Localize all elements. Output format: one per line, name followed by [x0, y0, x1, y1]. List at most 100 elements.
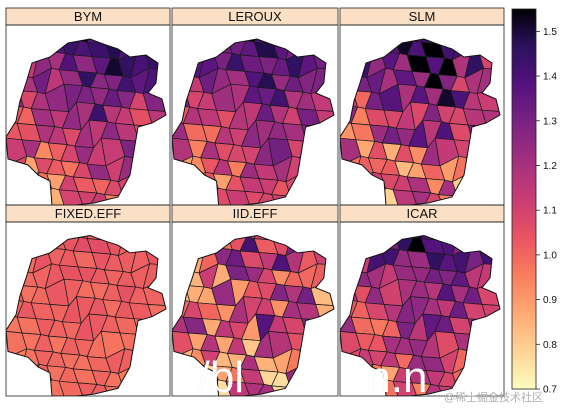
map-region: [188, 222, 207, 232]
map-region: [34, 222, 53, 234]
map-region: [479, 235, 500, 236]
map-region: [120, 25, 139, 36]
map-region: [132, 25, 151, 37]
panel-title-iid-eff: IID.EFF: [233, 206, 278, 221]
map-region: [478, 173, 500, 191]
map-region: [340, 194, 360, 205]
colorbar-tick-label: 1.0: [543, 250, 557, 261]
map-regions: [172, 39, 334, 205]
map-region: [19, 39, 40, 61]
colorbar-ticks: 0.7 0.8 0.9 1.0 1.1 1.2 1.3 1.4 1.5: [536, 27, 557, 396]
map-region: [172, 269, 192, 286]
map-outline: [6, 234, 167, 396]
map-region: [172, 39, 194, 45]
map-region: [465, 157, 486, 175]
map-region: [434, 39, 460, 45]
colorbar-tick-label: 0.8: [543, 340, 557, 351]
map-region: [131, 39, 152, 53]
map-region: [6, 269, 26, 286]
map-region: [313, 142, 334, 162]
panel-frames: [5, 24, 505, 397]
map-region: [116, 195, 137, 205]
colorbar-tick-label: 1.3: [543, 116, 557, 127]
map-region: [394, 235, 415, 238]
map-region: [47, 235, 68, 236]
map-regions: [340, 25, 500, 205]
map-region: [22, 222, 41, 232]
map-region: [144, 159, 166, 176]
map-region: [313, 39, 334, 40]
map-region: [340, 253, 360, 272]
map-region: [46, 235, 67, 250]
map-region: [58, 189, 84, 205]
map-region: [19, 171, 40, 199]
map-region: [478, 235, 500, 250]
map-region: [465, 39, 486, 53]
map-region: [466, 222, 485, 234]
map-outline: [172, 234, 335, 396]
map-region: [465, 235, 486, 249]
map-region: [226, 235, 247, 238]
map-region: [267, 235, 293, 241]
watermark-url: /bl n.n 19 29: [197, 353, 428, 402]
map-region: [367, 235, 388, 249]
map-region: [145, 142, 166, 162]
map-region: [478, 159, 500, 176]
map-region: [145, 39, 166, 40]
map-region: [225, 189, 251, 205]
map-region: [6, 57, 26, 77]
map-region: [313, 319, 334, 338]
map-region: [479, 319, 500, 338]
map-region: [145, 235, 166, 236]
map-region: [200, 39, 221, 53]
map-region: [340, 74, 360, 91]
map-region: [6, 39, 28, 61]
map-region: [198, 187, 219, 205]
colorbar-tick-label: 0.9: [543, 295, 557, 306]
map-region: [297, 171, 318, 199]
map-region: [33, 235, 54, 249]
map-region: [381, 235, 402, 236]
map-region: [267, 39, 293, 45]
map-region: [476, 187, 500, 205]
map-region: [299, 235, 320, 249]
map-region: [225, 380, 251, 396]
map-region: [172, 194, 193, 205]
map-region: [142, 187, 166, 205]
map-region: [454, 25, 473, 36]
map-region: [120, 222, 139, 232]
map-region: [58, 380, 84, 396]
map-region: [172, 235, 194, 241]
map-region: [33, 39, 54, 53]
map-outline: [172, 38, 335, 205]
map-outline: [340, 234, 501, 396]
panel-title-leroux: LEROUX: [228, 9, 282, 24]
map-region: [299, 157, 320, 175]
map-region: [172, 235, 194, 256]
map-region: [380, 235, 401, 250]
map-region: [172, 74, 192, 91]
map-region: [172, 179, 192, 197]
map-region: [311, 235, 334, 250]
map-region: [32, 187, 53, 205]
map-region: [6, 235, 28, 241]
map-region: [144, 173, 166, 191]
map-region: [313, 235, 334, 236]
map-region: [434, 235, 460, 241]
map-region: [60, 235, 81, 238]
map-region: [380, 39, 401, 54]
map-region: [34, 25, 53, 37]
map-region: [6, 253, 26, 272]
map-region: [368, 222, 387, 234]
map-region: [310, 187, 334, 205]
watermark-site: @稀土掘金技术社区: [444, 391, 543, 404]
colorbar-tick-label: 1.2: [543, 161, 557, 172]
map-region: [368, 25, 387, 37]
map-region: [392, 380, 418, 396]
map-region: [145, 126, 166, 145]
map-region: [214, 39, 235, 40]
map-region: [340, 57, 360, 77]
map-region: [144, 235, 166, 250]
map-region: [340, 179, 360, 197]
colorbar-gradient: [511, 8, 537, 390]
